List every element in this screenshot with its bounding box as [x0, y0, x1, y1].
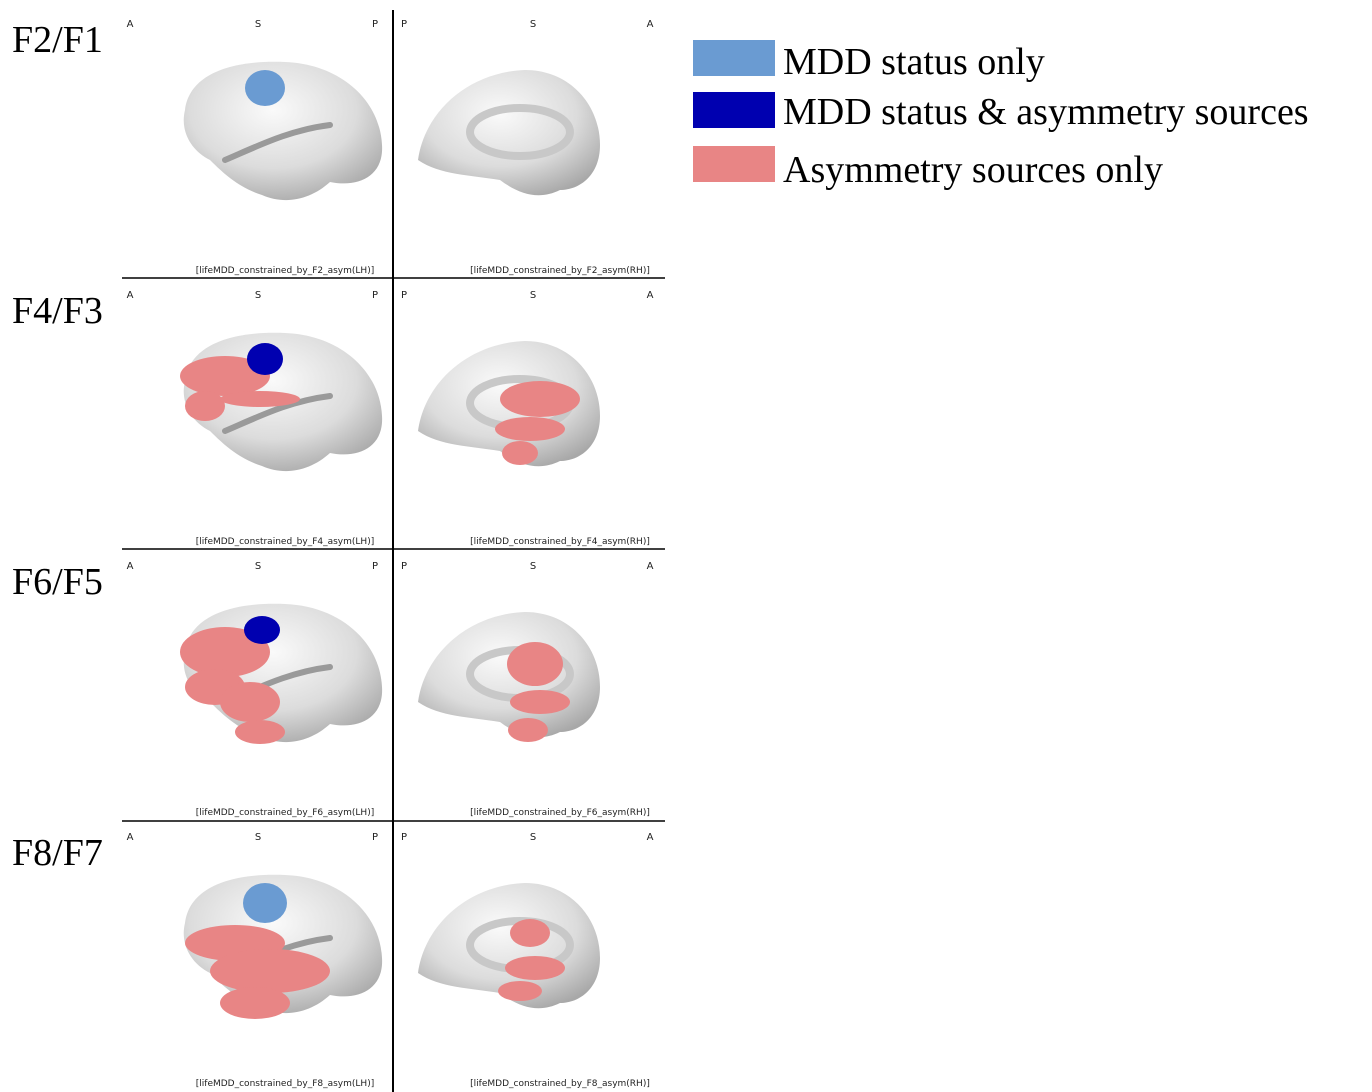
- orientation-label: A: [127, 832, 134, 843]
- orientation-label: S: [255, 832, 261, 843]
- activation-region: [245, 70, 285, 106]
- orientation-label: A: [647, 19, 654, 30]
- legend-swatch: [693, 92, 775, 128]
- orientation-label: P: [372, 832, 378, 843]
- orientation-label: A: [127, 290, 134, 301]
- orientation-label: P: [372, 290, 378, 301]
- legend-swatch: [693, 146, 775, 182]
- activation-region: [243, 883, 287, 923]
- activation-region: [244, 616, 280, 644]
- caption: [lifeMDD_constrained_by_F6_asym(RH)]: [470, 808, 650, 818]
- orientation-label: S: [530, 290, 536, 301]
- orientation-label: A: [127, 19, 134, 30]
- activation-region: [510, 919, 550, 947]
- legend-label: Asymmetry sources only: [783, 149, 1163, 191]
- orientation-label: P: [372, 561, 378, 572]
- orientation-label: P: [401, 832, 407, 843]
- caption: [lifeMDD_constrained_by_F2_asym(RH)]: [470, 266, 650, 276]
- legend-label: MDD status only: [783, 41, 1045, 83]
- legend-swatch: [693, 40, 775, 76]
- activation-region: [507, 642, 563, 686]
- caption: [lifeMDD_constrained_by_F8_asym(LH)]: [196, 1079, 374, 1089]
- orientation-label: A: [647, 561, 654, 572]
- activation-region: [495, 417, 565, 441]
- caption: [lifeMDD_constrained_by_F8_asym(RH)]: [470, 1079, 650, 1089]
- activation-region: [220, 682, 280, 722]
- orientation-label: A: [647, 832, 654, 843]
- activation-region: [498, 981, 542, 1001]
- orientation-label: S: [255, 561, 261, 572]
- activation-region: [235, 720, 285, 744]
- orientation-label: P: [401, 290, 407, 301]
- orientation-label: P: [401, 19, 407, 30]
- caption: [lifeMDD_constrained_by_F4_asym(LH)]: [196, 537, 374, 547]
- orientation-label: S: [530, 561, 536, 572]
- figure: F2/F1 A P S S P A [lifeMDD_constrained_by_F2_as…: [0, 0, 1372, 1092]
- activation-region: [510, 690, 570, 714]
- orientation-label: P: [372, 19, 378, 30]
- row-label: F2/F1: [12, 19, 103, 61]
- activation-region: [500, 381, 580, 417]
- orientation-label: A: [647, 290, 654, 301]
- row-label: F6/F5: [12, 561, 103, 603]
- orientation-label: S: [255, 290, 261, 301]
- orientation-label: S: [255, 19, 261, 30]
- page: {"rows": [ {"label": "F2/F1", "left": {"…: [0, 0, 1372, 1092]
- activation-region: [508, 718, 548, 742]
- orientation-label: S: [530, 832, 536, 843]
- activation-region: [210, 949, 330, 993]
- orientation-label: P: [401, 561, 407, 572]
- caption: [lifeMDD_constrained_by_F4_asym(RH)]: [470, 537, 650, 547]
- row-label: F8/F7: [12, 832, 103, 874]
- activation-region: [220, 987, 290, 1019]
- activation-region: [185, 391, 225, 421]
- orientation-label: S: [530, 19, 536, 30]
- caption: [lifeMDD_constrained_by_F6_asym(LH)]: [196, 808, 374, 818]
- activation-region: [247, 343, 283, 375]
- row-label: F4/F3: [12, 290, 103, 332]
- orientation-label: A: [127, 561, 134, 572]
- activation-region: [505, 956, 565, 980]
- activation-region: [502, 441, 538, 465]
- activation-region: [220, 391, 300, 407]
- legend-label: MDD status & asymmetry sources: [783, 91, 1309, 133]
- caption: [lifeMDD_constrained_by_F2_asym(LH)]: [196, 266, 374, 276]
